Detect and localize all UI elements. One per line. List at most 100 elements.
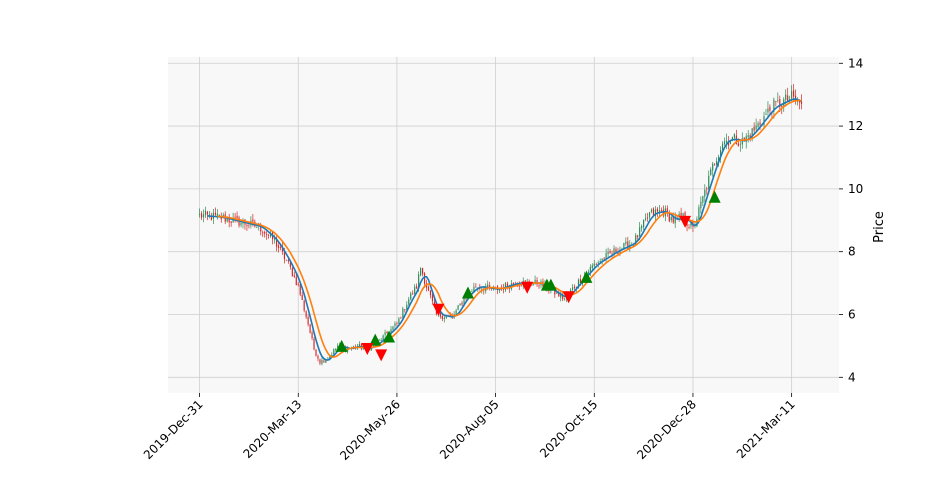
candle-body (773, 99, 775, 112)
candle-body (240, 222, 242, 226)
candle-body (791, 91, 793, 99)
x-tick-label: 2020-Dec-28 (634, 397, 699, 462)
candle-body (648, 212, 651, 217)
candle-body (396, 323, 398, 324)
candle-body (700, 201, 702, 209)
plot-area (168, 57, 839, 393)
sell-marker (375, 349, 388, 362)
candle-body (394, 323, 396, 326)
candle-body (645, 218, 647, 220)
candle-body (674, 216, 676, 224)
candle-body (643, 219, 645, 227)
candle-body (617, 252, 619, 254)
candle-body (763, 116, 765, 126)
buy-marker (544, 278, 557, 291)
candle-body (402, 308, 404, 319)
candle-body (560, 294, 562, 298)
candle-body (216, 213, 218, 216)
candle-body (627, 241, 629, 250)
candle-body (200, 213, 203, 218)
candle-body (473, 286, 475, 292)
candle-body (378, 339, 380, 341)
sell-marker (432, 303, 445, 316)
candle-body (335, 348, 337, 350)
candle-body (260, 224, 262, 232)
x-tick-label: 2020-Oct-15 (537, 397, 600, 460)
candle-body (410, 293, 412, 300)
candle-body (670, 216, 672, 221)
candle-body (775, 100, 777, 102)
candle-body (337, 345, 339, 349)
candle-body (556, 292, 558, 294)
candle-body (463, 298, 465, 304)
candle-body (609, 251, 611, 254)
candle-body (672, 216, 674, 223)
candle-body (650, 209, 653, 212)
candle-body (793, 90, 795, 97)
candle-body (262, 232, 264, 234)
candle-body (524, 280, 526, 282)
candle-body (571, 287, 574, 290)
candle-body (714, 164, 716, 166)
candle-body (680, 212, 682, 218)
candle-body (637, 235, 639, 238)
candle-body (214, 212, 216, 215)
candle-body (400, 317, 402, 319)
buy-marker (461, 286, 474, 299)
candle-body (408, 299, 410, 305)
candle-body (218, 214, 220, 216)
candle-body (264, 232, 266, 234)
candle-body (281, 246, 284, 252)
candle-body (358, 344, 361, 347)
candle-body (593, 263, 595, 267)
candle-body (441, 315, 443, 319)
candle-body (202, 214, 205, 218)
candle-body (293, 275, 295, 277)
candle-body (246, 224, 248, 226)
candle-body (325, 360, 327, 363)
candle-body (489, 285, 491, 287)
candle-body (777, 100, 779, 102)
candle-body (605, 252, 607, 259)
candle-body (291, 268, 293, 277)
candle-body (208, 214, 211, 216)
candle-body (747, 135, 749, 137)
candle-body (654, 209, 657, 217)
candle-body (577, 279, 580, 288)
candle-body (729, 141, 732, 144)
candle-body (696, 218, 698, 227)
candle-body (311, 332, 313, 339)
candle-body (599, 261, 601, 263)
candle-body (641, 226, 643, 229)
candle-body (534, 279, 536, 284)
candle-body (204, 211, 207, 216)
candle-body (506, 283, 509, 287)
candle-body (475, 286, 477, 288)
candle-body (392, 326, 394, 330)
candle-body (273, 238, 276, 240)
candle-body (412, 293, 414, 295)
candle-body (520, 285, 522, 287)
candle-body (275, 238, 278, 247)
candle-body (755, 125, 757, 130)
candle-body (321, 359, 323, 364)
candle-body (459, 303, 461, 306)
candle-body (710, 169, 712, 176)
buy-marker (383, 330, 396, 343)
candle-body (429, 290, 432, 296)
candle-body (532, 283, 534, 286)
candle-body (737, 143, 739, 147)
candle-body (688, 227, 690, 229)
candle-body (362, 347, 364, 350)
candle-body (595, 264, 597, 265)
candle-body (295, 276, 297, 285)
buy-marker (335, 339, 348, 352)
candle-body (558, 292, 560, 297)
candle-body (406, 304, 408, 311)
candle-body (613, 248, 615, 254)
candle-body (753, 126, 755, 131)
candle-body (591, 265, 593, 269)
y-axis-ticks: 4 6 8 10 12 14 (839, 56, 863, 384)
candle-body (289, 262, 291, 268)
candle-body (427, 286, 430, 291)
